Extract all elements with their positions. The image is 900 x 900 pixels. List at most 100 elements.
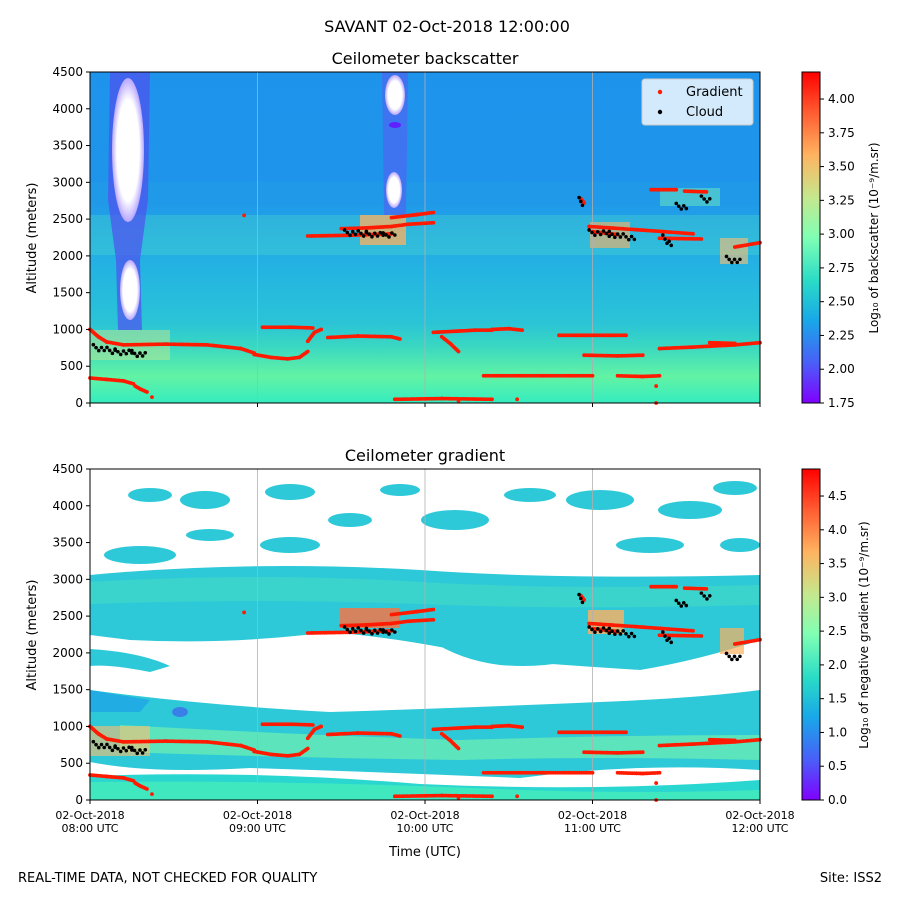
gradient-point [310, 723, 315, 727]
gradient-point [657, 770, 662, 775]
colorbar-tick-label: 4.00 [828, 92, 855, 106]
cloud-point [138, 748, 142, 752]
y-tick-label: 1500 [52, 286, 83, 300]
colorbar-tick-label: 3.75 [828, 126, 855, 140]
gradient-panel: Ceilometer gradient [25, 446, 871, 860]
backscatter-panel: Ceilometer backscatter [25, 49, 881, 410]
cloud-point [595, 626, 600, 631]
gradient-point [150, 792, 154, 797]
x-tick-label: 02-Oct-2018 [223, 809, 292, 822]
y-tick-label: 1000 [52, 322, 83, 336]
cloud-point [598, 232, 603, 237]
cloud-point [724, 254, 729, 259]
cloud-point [607, 631, 612, 636]
x-tick-label: 02-Oct-2018 [390, 809, 459, 822]
cloud-point [135, 751, 140, 756]
cloud-point [361, 234, 366, 238]
cloud-point [393, 233, 397, 237]
y-tick-label: 4500 [52, 462, 83, 476]
x-tick-label: 12:00 UTC [731, 822, 788, 835]
cloud-point [375, 234, 380, 238]
legend-gradient-label: Gradient [686, 85, 743, 100]
gradient-x-label: Time (UTC) [388, 845, 461, 860]
backscatter-cloud-markers [91, 194, 742, 359]
cloud-point [667, 239, 671, 244]
gradient-point [456, 746, 461, 751]
cloud-point [367, 232, 371, 236]
cloud-point [667, 636, 671, 641]
gradient-point [515, 794, 520, 799]
cloud-point [661, 233, 665, 237]
cloud-point [578, 596, 583, 601]
cloud-point [632, 634, 637, 639]
cloud-point [342, 625, 347, 629]
gradient-point [319, 327, 324, 332]
legend: Gradient Cloud [641, 78, 754, 126]
y-tick-label: 3500 [52, 536, 83, 550]
gradient-point [242, 213, 247, 218]
gradient-point [590, 373, 595, 378]
gradient-point [654, 781, 659, 785]
cloud-point [130, 348, 134, 353]
cloud-point [707, 593, 712, 598]
colorbar-tick-label: 2.0 [828, 658, 847, 672]
cloud-point [730, 260, 734, 265]
cloud-point [669, 640, 674, 645]
cloud-point [674, 598, 679, 603]
colorbar-tick-label: 2.75 [828, 261, 855, 275]
cloud-point [127, 745, 131, 750]
cloud-point [345, 627, 350, 632]
legend-cloud-marker [657, 109, 663, 115]
gradient-gridlines [257, 469, 593, 800]
y-tick-label: 3000 [52, 572, 83, 586]
x-tick-label: 11:00 UTC [564, 822, 621, 835]
cloud-point [364, 626, 369, 631]
cloud-point [361, 631, 366, 635]
cloud-point [132, 748, 137, 753]
colorbar-tick-label: 4.0 [828, 523, 847, 537]
gradient-point [590, 770, 595, 775]
y-tick-label: 500 [60, 359, 83, 373]
cloud-point [393, 630, 397, 634]
backscatter-title: Ceilometer backscatter [332, 49, 519, 68]
cloud-point [613, 632, 617, 637]
cloud-point [613, 235, 617, 240]
cloud-point [370, 234, 374, 239]
gradient-point [624, 333, 628, 338]
y-tick-label: 2000 [52, 646, 83, 660]
site-label: Site: ISS2 [820, 871, 882, 886]
cloud-point [578, 199, 583, 204]
colorbar-tick-label: 3.50 [828, 160, 855, 174]
gradient-point [640, 353, 645, 358]
colorbar-tick-label: 1.75 [828, 396, 855, 410]
cloud-point [615, 629, 620, 633]
cloud-point [372, 231, 377, 236]
cloud-point [601, 626, 606, 630]
gradient-y-label: Altitude (meters) [25, 580, 40, 691]
cloud-point [102, 348, 107, 353]
gradient-point [515, 397, 520, 402]
cloud-point [577, 195, 581, 200]
cloud-point [375, 631, 380, 635]
gradient-point [150, 395, 154, 400]
backscatter-x-ticks [89, 403, 761, 407]
cloud-point [359, 231, 363, 236]
cloud-point [367, 629, 371, 633]
cloud-point [353, 232, 358, 237]
gradient-point [490, 397, 494, 402]
cloud-point [381, 231, 385, 235]
gradient-point [242, 610, 247, 615]
cloud-point [118, 352, 123, 357]
gradient-point [319, 724, 324, 729]
cloud-point [387, 632, 391, 636]
gradient-point [397, 734, 402, 738]
cloud-point [342, 228, 347, 232]
gradient-point [732, 738, 737, 743]
cloud-point [381, 628, 385, 632]
gradient-point [699, 237, 704, 241]
gradient-point [640, 750, 645, 755]
cloud-point [730, 657, 734, 662]
gradient-point [691, 628, 695, 633]
cloud-point [607, 229, 612, 234]
